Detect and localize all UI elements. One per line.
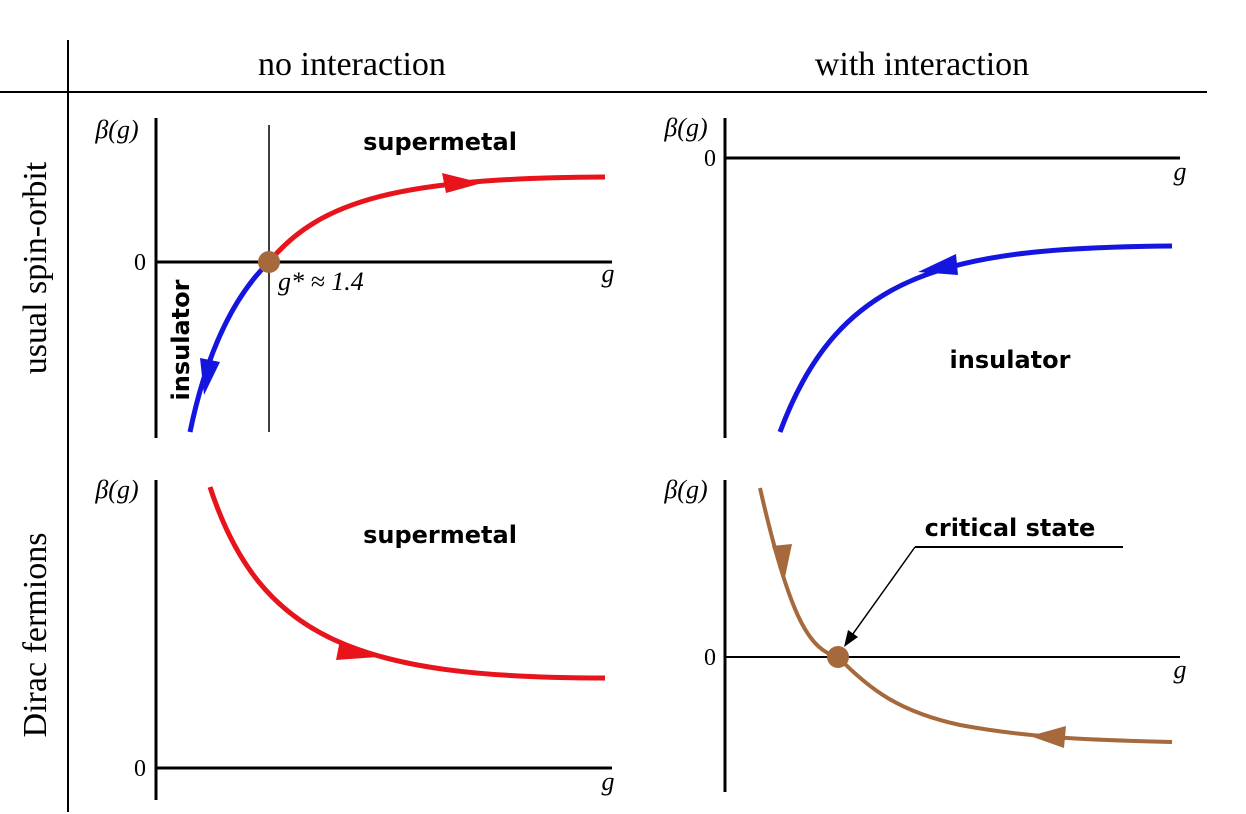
- flow-curve: [267, 174, 606, 264]
- row-header: usual spin-orbit: [17, 161, 54, 374]
- x-label: g: [602, 259, 615, 288]
- fixed-point-label: g* ≈ 1.4: [278, 267, 364, 296]
- y-label: β(g): [94, 475, 138, 504]
- flow-curve: [187, 260, 271, 433]
- arrow: [772, 544, 792, 582]
- region-label: insulator: [950, 346, 1071, 374]
- column-header: no interaction: [258, 46, 446, 83]
- y-label: β(g): [94, 115, 138, 144]
- region-label: supermetal: [363, 521, 517, 549]
- column-header: with interaction: [815, 46, 1029, 83]
- flow-curve: [777, 243, 1173, 433]
- fixed-point: [258, 251, 280, 273]
- zero-label: 0: [704, 146, 716, 172]
- x-label: g: [602, 767, 615, 796]
- y-label: β(g): [663, 113, 707, 142]
- callout-pointer: [849, 546, 916, 639]
- panel: 0 β(g) g insulator: [663, 113, 1187, 438]
- panel: 0 β(g) g supermetal: [94, 475, 615, 800]
- arrow: [1030, 726, 1066, 748]
- region-label: insulator: [167, 279, 195, 400]
- row-header: Dirac fermions: [17, 533, 54, 738]
- panel: 0 β(g) g g* ≈ 1.4 supermetal insulator: [94, 115, 615, 438]
- x-label: g: [1174, 655, 1187, 684]
- arrow: [918, 254, 958, 275]
- zero-label: 0: [704, 645, 716, 671]
- zero-label: 0: [134, 756, 146, 782]
- flow-curve: [758, 487, 1173, 744]
- panel: 0 β(g) g critical state: [663, 475, 1187, 792]
- zero-label: 0: [134, 250, 146, 276]
- region-label: supermetal: [363, 128, 517, 156]
- arrow: [336, 640, 378, 660]
- y-label: β(g): [663, 475, 707, 504]
- arrow: [200, 358, 220, 395]
- region-label: critical state: [925, 514, 1096, 542]
- flow-curve: [207, 486, 606, 681]
- x-label: g: [1174, 157, 1187, 186]
- arrow: [442, 173, 482, 193]
- fixed-point: [827, 646, 849, 668]
- arrow: [844, 630, 858, 647]
